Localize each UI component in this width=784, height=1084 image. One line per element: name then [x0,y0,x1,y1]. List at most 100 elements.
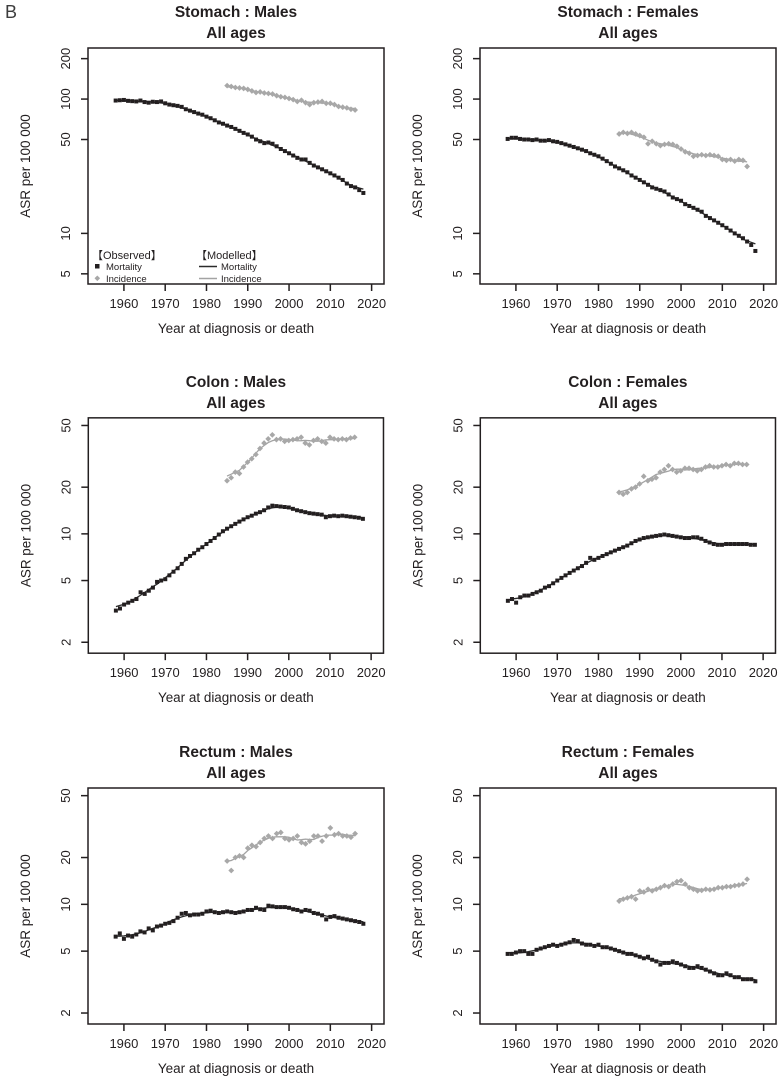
x-tick-label: 2000 [274,665,303,680]
x-tick-label: 1980 [192,296,221,311]
x-tick-label: 1970 [543,665,572,680]
y-tick-label: 10 [450,527,465,541]
x-tick-label: 1960 [109,296,138,311]
x-tick-label: 2020 [357,665,386,680]
x-tick-label: 2020 [749,665,778,680]
x-tick-label: 2000 [667,1036,696,1051]
y-axis-title: ASR per 100 000 [410,854,425,958]
chart-title: Rectum : Females [562,744,695,761]
y-tick-label: 50 [58,132,73,146]
y-tick-label: 20 [450,480,465,494]
x-tick-label: 1960 [109,1036,138,1051]
y-tick-label: 200 [450,48,465,70]
modelled-mortality-line [115,99,364,190]
y-axis: 5 10 50 100 200 [58,48,88,277]
y-tick-label: 100 [58,88,73,110]
observed-mortality-points [505,532,757,605]
x-tick-label: 1980 [584,1036,613,1051]
plot-box [479,47,777,285]
chart-subtitle: All ages [206,765,265,782]
legend-incidence-marker [94,275,101,282]
modelled-incidence-line [226,437,355,477]
chart-svg-rectum-females: Rectum : Females All ages 1960 1970 1980 1990… [410,744,778,1076]
legend-observed-header: 【Observed】 [92,249,162,262]
x-tick-label: 1970 [151,665,180,680]
x-tick-label: 1960 [501,296,530,311]
plot-box [479,417,777,654]
observed-incidence-points [224,82,359,113]
chart-rectum-males: Rectum : Males All ages 1960 1970 1980 1990 20… [0,722,392,1084]
x-tick-label: 1970 [543,1036,572,1051]
chart-subtitle: All ages [598,395,657,412]
y-tick-label: 20 [58,480,73,494]
legend-modelled-mortality-label: Mortality [221,262,257,273]
y-tick-label: 10 [450,226,465,240]
x-tick-label: 1960 [110,665,139,680]
legend: 【Observed】MortalityIncidence【Modelled】Mo… [92,249,263,285]
y-tick-label: 2 [58,1009,73,1016]
chart-subtitle: All ages [206,25,265,42]
chart-title: Rectum : Males [179,744,293,761]
x-tick-label: 2010 [708,296,737,311]
x-axis-title: Year at diagnosis or death [158,690,314,705]
legend-modelled-header: 【Modelled】 [196,249,263,262]
x-axis-title: Year at diagnosis or death [158,1061,314,1076]
x-tick-label: 1990 [625,1036,654,1051]
x-tick-label: 2010 [316,1036,345,1051]
y-tick-label: 20 [450,850,465,864]
x-axis-title: Year at diagnosis or death [158,321,314,336]
x-tick-label: 1970 [151,1036,180,1051]
observed-incidence-points [616,876,751,904]
x-tick-label: 2010 [708,665,737,680]
y-axis-title: ASR per 100 000 [18,854,33,958]
chart-svg-rectum-males: Rectum : Males All ages 1960 1970 1980 1990 20… [18,744,386,1076]
x-tick-label: 1990 [233,665,262,680]
legend-mortality-marker [95,264,100,269]
observed-incidence-points [616,129,751,170]
x-tick-label: 2010 [316,296,345,311]
chart-svg-colon-females: Colon : Females All ages 1960 1970 1980 1990 2… [410,374,778,705]
x-tick-label: 2020 [749,1036,778,1051]
y-tick-label: 50 [450,788,465,802]
x-tick-label: 1980 [192,1036,221,1051]
x-axis: 1960 1970 1980 1990 2000 2010 2020 [502,653,778,680]
chart-title: Stomach : Males [175,4,297,21]
x-tick-label: 2020 [749,296,778,311]
x-tick-label: 2000 [666,665,695,680]
x-tick-label: 2000 [275,296,304,311]
y-tick-label: 10 [58,226,73,240]
chart-stomach-females: Stomach : Females All ages 1960 1970 1980 199… [392,0,784,361]
x-axis-title: Year at diagnosis or death [550,321,706,336]
x-axis-title: Year at diagnosis or death [550,690,706,705]
x-axis: 1960 1970 1980 1990 2000 2010 2020 [110,653,386,680]
x-tick-label: 1990 [233,1036,262,1051]
y-tick-label: 10 [58,897,73,911]
x-tick-label: 1980 [584,665,613,680]
y-tick-label: 2 [450,1009,465,1016]
observed-mortality-points [505,937,758,984]
y-axis-title: ASR per 100 000 [18,484,33,587]
plot-box [479,787,777,1025]
x-tick-label: 1990 [625,665,654,680]
x-tick-label: 2020 [357,296,386,311]
x-axis-title: Year at diagnosis or death [550,1061,706,1076]
legend-incidence-label: Incidence [106,274,147,285]
x-axis: 1960 1970 1980 1990 2000 2010 2020 [501,1024,778,1051]
chart-colon-females: Colon : Females All ages 1960 1970 1980 1990 2… [392,361,784,722]
chart-title: Stomach : Females [557,4,698,21]
y-tick-label: 5 [58,948,73,955]
y-tick-label: 10 [450,897,465,911]
x-axis: 1960 1970 1980 1990 2000 2010 2020 [109,284,386,311]
chart-svg-colon-males: Colon : Males All ages 1960 1970 1980 1990 200… [18,374,386,705]
observed-mortality-points [505,135,758,253]
y-axis-title: ASR per 100 000 [18,114,33,218]
chart-title: Colon : Females [568,374,687,391]
y-axis: 5 10 50 100 200 [450,48,480,277]
plot-box [87,47,385,285]
y-tick-label: 100 [450,88,465,110]
legend-modelled-incidence-label: Incidence [221,274,262,285]
x-tick-label: 2010 [316,665,345,680]
observed-incidence-points [616,460,750,498]
observed-incidence-points [224,825,359,874]
chart-colon-males: Colon : Males All ages 1960 1970 1980 1990 200… [0,361,392,722]
